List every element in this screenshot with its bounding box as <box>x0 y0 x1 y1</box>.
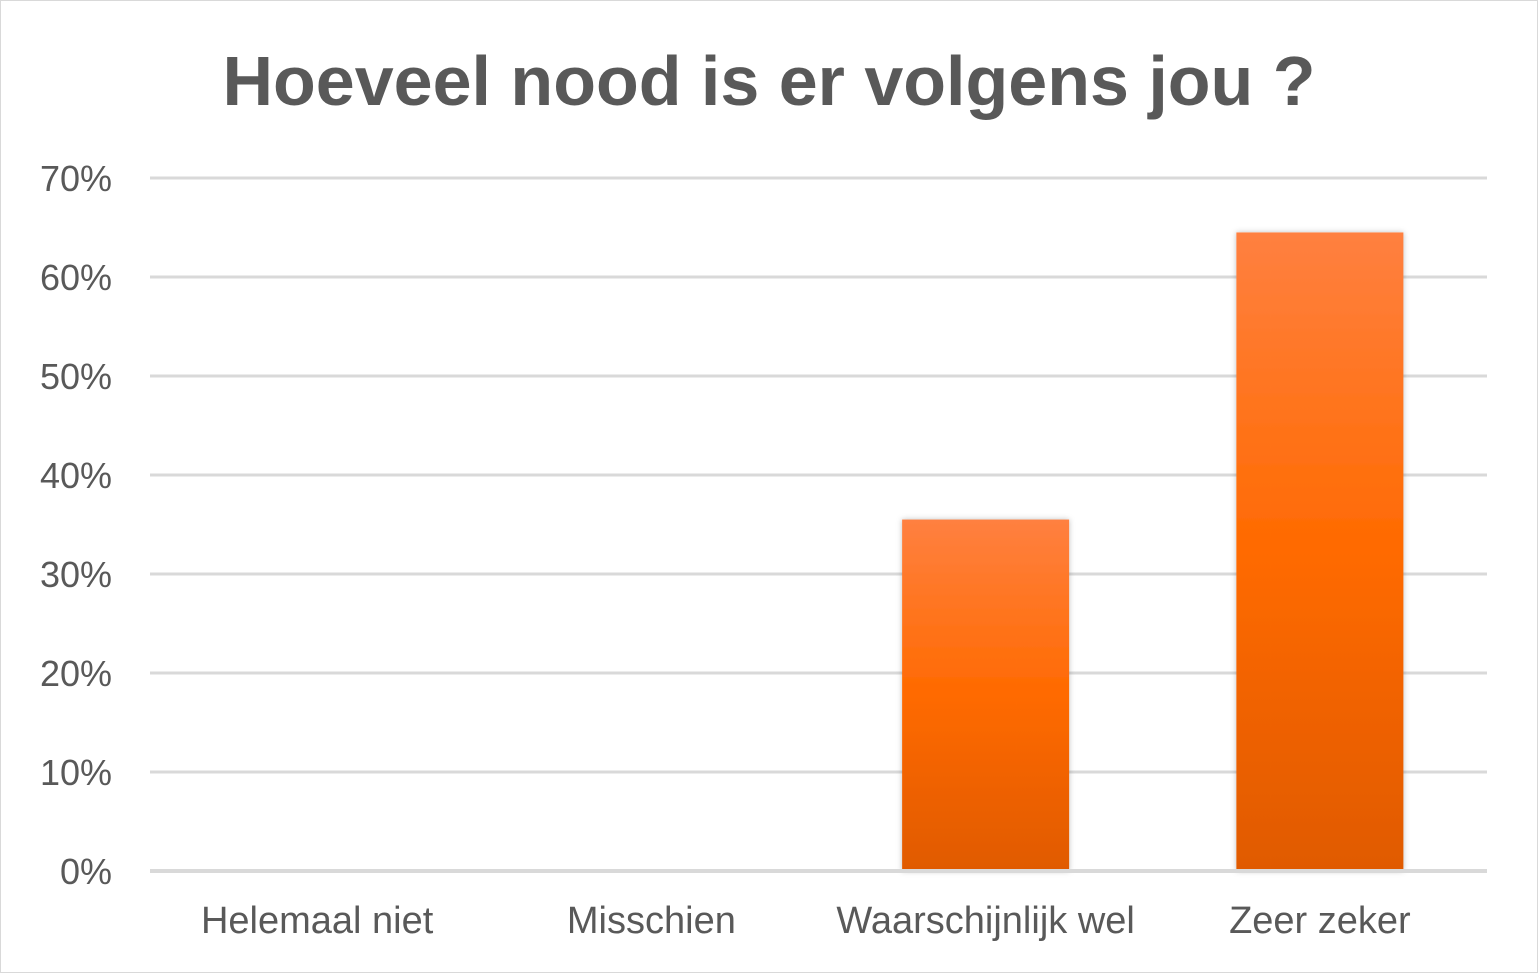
bar <box>1236 232 1404 871</box>
gridlines <box>150 176 1487 774</box>
chart-title: Hoeveel nood is er volgens jou ? <box>223 42 1316 120</box>
y-tick-label: 50% <box>40 356 112 397</box>
y-tick-label: 20% <box>40 653 112 694</box>
x-category-label: Waarschijnlijk wel <box>836 900 1134 942</box>
y-tick-label: 0% <box>60 851 112 892</box>
bars <box>902 232 1404 871</box>
y-tick-label: 30% <box>40 554 112 595</box>
x-axis-categories: Helemaal niet Misschien Waarschijnlijk wel… <box>201 900 1411 942</box>
x-category-label: Zeer zeker <box>1229 900 1411 942</box>
x-category-label: Misschien <box>567 900 736 942</box>
y-tick-label: 10% <box>40 752 112 793</box>
y-tick-label: 60% <box>40 257 112 298</box>
bar <box>902 519 1070 871</box>
y-axis-ticks: 0% 10% 20% 30% 40% 50% 60% 70% <box>40 158 112 892</box>
y-tick-label: 70% <box>40 158 112 199</box>
x-category-label: Helemaal niet <box>201 900 434 942</box>
y-tick-label: 40% <box>40 455 112 496</box>
